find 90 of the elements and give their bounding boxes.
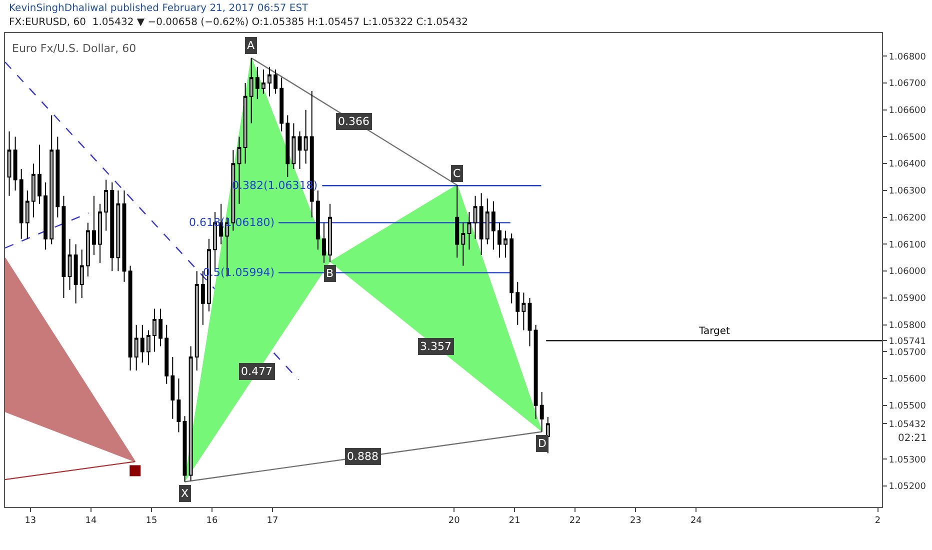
y-tick-label: 1.05300 [888, 455, 926, 466]
y-tick-label: 1.06800 [888, 52, 926, 62]
candlestick [31, 163, 36, 218]
candlestick [274, 69, 278, 94]
candlestick [50, 114, 54, 245]
candlestick [298, 130, 302, 170]
annotation: 0.366 [338, 115, 370, 128]
candlestick [140, 324, 144, 363]
x-tick-label: 21 [508, 516, 520, 526]
x-tick-label: 17 [266, 516, 278, 526]
y-tick-label: 1.06600 [888, 106, 926, 116]
y-tick-label: 1.06700 [888, 79, 926, 90]
x-tick-label: 13 [24, 516, 36, 526]
candlestick [68, 238, 72, 290]
candlestick [292, 122, 296, 170]
candlestick [261, 69, 266, 94]
candlestick [182, 416, 187, 482]
candlestick [122, 190, 126, 282]
candlestick [56, 136, 60, 218]
candlestick [243, 82, 248, 164]
candlestick [128, 265, 132, 371]
y-tick-label: 1.06000 [888, 267, 926, 278]
annotation: Euro Fx/U.S. Dollar, 60 [12, 42, 136, 55]
candlestick [255, 66, 260, 100]
candlestick [44, 182, 48, 250]
y-tick-label: 1.05200 [888, 482, 926, 492]
x-tick-label: 2 [874, 516, 881, 526]
candlestick [74, 244, 78, 304]
y-tick-label: 1.06400 [888, 160, 926, 170]
candlestick [249, 57, 254, 124]
candlestick [98, 203, 102, 264]
candlestick [268, 66, 272, 97]
annotation: A [247, 39, 255, 52]
y-tick-label: 1.05500 [888, 402, 926, 412]
chart-subtitle: FX:EURUSD, 60 1.05432 ▼ −0.00658 (−0.62%) O:1.05385 H:1.05457 L:1.05322 C:1.05432 [9, 17, 468, 28]
y-tick-label: 1.05741 [888, 336, 926, 347]
candlestick [116, 190, 120, 272]
y-tick-label: 1.06200 [888, 213, 926, 224]
candlestick [328, 203, 332, 262]
candlestick [92, 195, 96, 256]
y-tick-label: 1.05432 [888, 420, 926, 430]
candlestick [7, 130, 12, 196]
candlestick [322, 222, 326, 264]
candlestick [170, 356, 175, 420]
annotation: 3.357 [420, 340, 452, 353]
candlestick [86, 222, 90, 277]
x-tick-label: 22 [569, 516, 581, 526]
candlestick [176, 378, 181, 433]
annotation: X [181, 487, 189, 500]
y-tick-label: 1.05700 [888, 348, 926, 358]
candlestick [19, 168, 24, 240]
x-tick-label: 23 [630, 516, 642, 526]
chart-title: KevinSinghDhaliwal published February 21, 2017 06:57 EST [9, 3, 310, 14]
candlestick [110, 182, 114, 272]
candlestick [316, 190, 320, 250]
candlestick [152, 308, 156, 352]
candlestick [38, 144, 42, 204]
candlestick [200, 270, 205, 326]
y-tick-label: 1.05800 [888, 320, 926, 331]
candlestick [134, 324, 138, 371]
x-tick-label: 15 [146, 516, 158, 526]
y-tick-label: 1.06100 [888, 240, 926, 250]
candlestick [158, 308, 163, 347]
series-label: Target [698, 326, 730, 337]
annotation: D [538, 437, 546, 450]
y-tick-label: 1.05900 [888, 294, 926, 304]
candlestick [13, 136, 18, 191]
candlestick [286, 114, 290, 178]
candlestick [164, 324, 169, 384]
y-tick-label: 1.06500 [888, 132, 926, 143]
candlestick [80, 249, 84, 298]
candlestick [104, 179, 108, 232]
y-tick-label: 1.06300 [888, 186, 926, 197]
annotation: C [453, 167, 461, 180]
annotation: 0.888 [347, 450, 378, 463]
candlestick [194, 270, 199, 371]
x-tick-label: 24 [690, 516, 702, 526]
annotation: B [326, 267, 334, 280]
x-tick-label: 20 [448, 516, 460, 526]
text: 02:21 [898, 433, 927, 444]
candlestick [188, 346, 193, 482]
candlestick [304, 109, 308, 164]
candlestick [62, 195, 66, 298]
annotation: 0.477 [241, 365, 272, 378]
candlestick [25, 190, 30, 240]
x-tick-label: 16 [206, 516, 218, 526]
candlestick [280, 77, 284, 132]
x-tick-label: 14 [85, 516, 97, 526]
candlestick [146, 330, 150, 366]
y-tick-label: 1.05600 [888, 374, 926, 385]
